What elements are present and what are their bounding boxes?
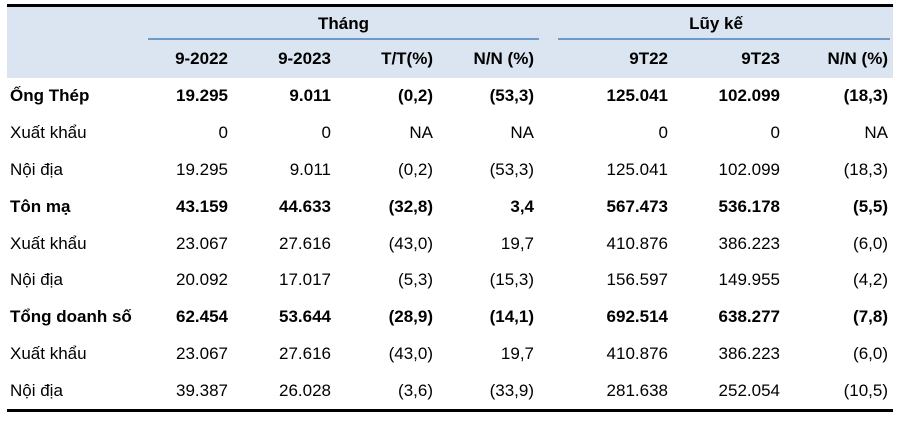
row-label: Xuất khẩu (7, 335, 148, 373)
cell-value: 125.041 (539, 151, 673, 189)
cell-value: NA (785, 114, 893, 152)
sales-report-table-wrap: Tháng Lũy kế 9-2022 9-2023 T/T(%) N/N (%… (7, 4, 893, 413)
cell-value: 252.054 (673, 372, 785, 411)
cell-value: 0 (233, 114, 336, 152)
cell-value: 0 (539, 114, 673, 152)
cell-value: 43.159 (148, 188, 233, 226)
group-header-spacer (7, 6, 148, 41)
row-label: Nội địa (7, 151, 148, 189)
column-header-tt-pct: T/T(%) (381, 49, 433, 68)
cell-value: 17.017 (233, 261, 336, 299)
row-label: Nội địa (7, 372, 148, 411)
cell-value: 0 (148, 114, 233, 152)
group-header-row: Tháng Lũy kế (7, 5, 893, 41)
table-header: Tháng Lũy kế 9-2022 9-2023 T/T(%) N/N (%… (7, 5, 893, 78)
cell-value: 20.092 (148, 261, 233, 299)
cell-value: 44.633 (233, 188, 336, 226)
table-row: Ống Thép 19.295 9.011 (0,2) (53,3) 125.0… (7, 78, 893, 115)
cell-value: 19.295 (148, 78, 233, 115)
row-label: Tôn mạ (7, 188, 148, 226)
cell-value: (5,5) (785, 188, 893, 226)
table-row: Xuất khẩu 23.067 27.616 (43,0) 19,7 410.… (7, 225, 893, 262)
row-label: Xuất khẩu (7, 225, 148, 262)
cell-value: 0 (673, 114, 785, 152)
column-header-nn-pct-month: N/N (%) (473, 49, 534, 68)
row-label: Xuất khẩu (7, 114, 148, 152)
column-header-9t22: 9T22 (629, 49, 668, 68)
cell-value: (0,2) (336, 78, 438, 115)
cell-value: 19,7 (438, 335, 539, 373)
table-row: Nội địa 20.092 17.017 (5,3) (15,3) 156.5… (7, 261, 893, 299)
cell-value: (18,3) (785, 151, 893, 189)
cell-value: 536.178 (673, 188, 785, 226)
cell-value: (4,2) (785, 261, 893, 299)
cell-value: (43,0) (336, 335, 438, 373)
cell-value: 102.099 (673, 151, 785, 189)
table-row: Tôn mạ 43.159 44.633 (32,8) 3,4 567.473 … (7, 188, 893, 226)
column-header-nn-pct-cum: N/N (%) (827, 49, 888, 68)
cell-value: (6,0) (785, 225, 893, 262)
cell-value: 567.473 (539, 188, 673, 226)
cell-value: 410.876 (539, 335, 673, 373)
cell-value: 386.223 (673, 225, 785, 262)
cell-value: (14,1) (438, 298, 539, 336)
cell-value: 156.597 (539, 261, 673, 299)
table-body: Ống Thép 19.295 9.011 (0,2) (53,3) 125.0… (7, 78, 893, 411)
cell-value: 62.454 (148, 298, 233, 336)
group-header-month: Tháng (148, 6, 539, 41)
cell-value: 53.644 (233, 298, 336, 336)
cell-value: NA (438, 114, 539, 152)
group-header-cumulative: Lũy kế (539, 6, 893, 41)
row-label: Tổng doanh số (7, 298, 148, 336)
cell-value: (28,9) (336, 298, 438, 336)
cell-value: (53,3) (438, 78, 539, 115)
cell-value: 102.099 (673, 78, 785, 115)
cell-value: (0,2) (336, 151, 438, 189)
cell-value: 9.011 (233, 151, 336, 189)
sales-report-table: Tháng Lũy kế 9-2022 9-2023 T/T(%) N/N (%… (7, 4, 893, 413)
cell-value: 27.616 (233, 225, 336, 262)
column-header-9-2023: 9-2023 (278, 49, 331, 68)
cell-value: 692.514 (539, 298, 673, 336)
cell-value: (33,9) (438, 372, 539, 411)
cell-value: 26.028 (233, 372, 336, 411)
cell-value: 23.067 (148, 335, 233, 373)
column-header-9-2022: 9-2022 (175, 49, 228, 68)
cell-value: 3,4 (438, 188, 539, 226)
cell-value: 386.223 (673, 335, 785, 373)
cell-value: (53,3) (438, 151, 539, 189)
cell-value: 149.955 (673, 261, 785, 299)
cell-value: 281.638 (539, 372, 673, 411)
table-row: Nội địa 19.295 9.011 (0,2) (53,3) 125.04… (7, 151, 893, 189)
column-header-9t23: 9T23 (741, 49, 780, 68)
cell-value: 19.295 (148, 151, 233, 189)
table-row: Nội địa 39.387 26.028 (3,6) (33,9) 281.6… (7, 372, 893, 411)
cell-value: (3,6) (336, 372, 438, 411)
row-label: Ống Thép (7, 78, 148, 115)
cell-value: 410.876 (539, 225, 673, 262)
cell-value: 638.277 (673, 298, 785, 336)
column-header-label (7, 40, 148, 78)
cell-value: 9.011 (233, 78, 336, 115)
cell-value: (32,8) (336, 188, 438, 226)
cell-value: 23.067 (148, 225, 233, 262)
cell-value: 39.387 (148, 372, 233, 411)
table-row: Tổng doanh số 62.454 53.644 (28,9) (14,1… (7, 298, 893, 336)
cell-value: 125.041 (539, 78, 673, 115)
row-label: Nội địa (7, 261, 148, 299)
cell-value: (10,5) (785, 372, 893, 411)
cell-value: 19,7 (438, 225, 539, 262)
cell-value: NA (336, 114, 438, 152)
column-header-row: 9-2022 9-2023 T/T(%) N/N (%) 9T22 9T23 N… (7, 40, 893, 78)
cell-value: (18,3) (785, 78, 893, 115)
table-row: Xuất khẩu 0 0 NA NA 0 0 NA (7, 114, 893, 152)
cell-value: (15,3) (438, 261, 539, 299)
cell-value: (5,3) (336, 261, 438, 299)
table-row: Xuất khẩu 23.067 27.616 (43,0) 19,7 410.… (7, 335, 893, 373)
cell-value: 27.616 (233, 335, 336, 373)
cell-value: (6,0) (785, 335, 893, 373)
cell-value: (7,8) (785, 298, 893, 336)
cell-value: (43,0) (336, 225, 438, 262)
